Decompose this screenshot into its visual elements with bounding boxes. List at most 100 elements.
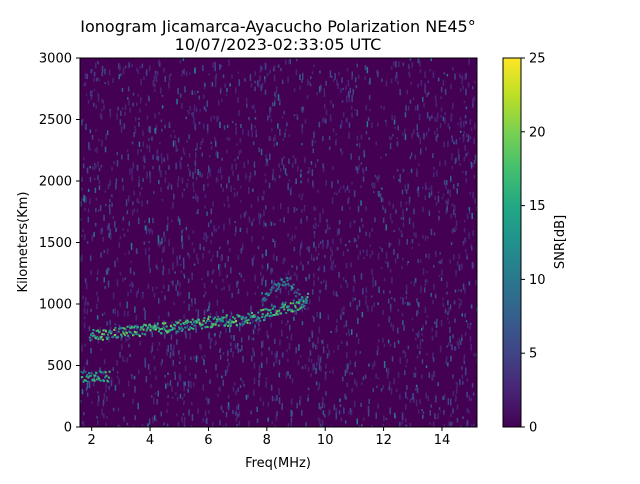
- noise-cell: [84, 125, 87, 128]
- noise-cell: [230, 185, 232, 192]
- noise-cell: [345, 332, 348, 336]
- noise-cell: [425, 392, 427, 399]
- noise-cell: [122, 393, 125, 397]
- trace-point: [117, 330, 120, 333]
- noise-cell: [355, 166, 357, 171]
- noise-cell: [332, 238, 334, 245]
- noise-cell: [188, 304, 190, 311]
- noise-cell: [404, 112, 407, 118]
- noise-cell: [435, 330, 437, 338]
- trace-point: [216, 320, 219, 323]
- noise-cell: [241, 337, 243, 343]
- noise-cell: [308, 246, 310, 253]
- noise-cell: [137, 288, 139, 294]
- noise-cell: [177, 280, 179, 286]
- noise-cell: [120, 73, 122, 77]
- noise-cell: [307, 387, 310, 391]
- trace-point: [85, 375, 88, 378]
- noise-cell: [158, 59, 160, 65]
- noise-cell: [351, 71, 353, 79]
- trace-point: [110, 332, 113, 335]
- noise-cell: [362, 288, 364, 295]
- noise-cell: [206, 147, 208, 152]
- noise-cell: [127, 338, 129, 341]
- trace-point: [101, 371, 104, 374]
- trace-point: [261, 315, 264, 318]
- noise-cell: [236, 66, 238, 72]
- trace-point: [306, 296, 309, 299]
- trace-point: [81, 376, 84, 379]
- noise-cell: [469, 336, 472, 342]
- trace-point: [215, 318, 218, 321]
- noise-cell: [464, 220, 466, 223]
- noise-cell: [372, 388, 374, 393]
- noise-cell: [471, 246, 473, 251]
- noise-cell: [358, 74, 360, 79]
- noise-cell: [402, 216, 405, 221]
- noise-cell: [157, 390, 159, 397]
- trace-point: [294, 290, 297, 293]
- noise-cell: [393, 248, 395, 255]
- noise-cell: [439, 252, 441, 255]
- noise-cell: [241, 344, 243, 351]
- noise-cell: [356, 63, 358, 68]
- noise-cell: [83, 366, 85, 371]
- noise-cell: [324, 254, 326, 259]
- noise-cell: [207, 222, 210, 227]
- noise-cell: [372, 276, 374, 283]
- noise-cell: [174, 371, 176, 375]
- trace-point: [164, 322, 167, 325]
- noise-cell: [442, 302, 445, 308]
- trace-point: [181, 328, 184, 331]
- noise-cell: [368, 80, 370, 85]
- noise-cell: [183, 273, 185, 276]
- noise-cell: [335, 408, 337, 414]
- noise-cell: [164, 295, 166, 301]
- noise-cell: [221, 157, 223, 161]
- noise-cell: [215, 363, 217, 371]
- trace-point: [92, 329, 95, 331]
- noise-cell: [450, 116, 452, 123]
- noise-cell: [111, 194, 113, 198]
- noise-cell: [269, 136, 272, 141]
- noise-cell: [361, 382, 363, 385]
- trace-point: [191, 323, 194, 326]
- noise-cell: [344, 244, 347, 247]
- noise-cell: [176, 255, 178, 263]
- trace-point: [221, 318, 224, 321]
- noise-cell: [130, 242, 133, 250]
- noise-cell: [102, 399, 105, 405]
- noise-cell: [89, 176, 92, 183]
- noise-cell: [181, 74, 183, 77]
- noise-cell: [267, 417, 269, 422]
- noise-cell: [369, 108, 371, 111]
- trace-point: [289, 308, 291, 311]
- noise-cell: [459, 162, 461, 166]
- noise-cell: [435, 417, 437, 420]
- x-tick-label: 6: [204, 433, 212, 448]
- noise-cell: [161, 157, 163, 165]
- noise-cell: [192, 171, 194, 179]
- trace-point: [183, 322, 186, 325]
- noise-cell: [464, 370, 467, 376]
- trace-point: [282, 304, 285, 307]
- noise-cell: [354, 297, 356, 301]
- noise-cell: [377, 377, 380, 380]
- noise-cell: [332, 166, 334, 170]
- noise-cell: [137, 70, 139, 74]
- trace-point: [82, 380, 85, 383]
- noise-cell: [167, 185, 169, 190]
- noise-cell: [104, 68, 106, 75]
- noise-cell: [279, 128, 281, 136]
- trace-point: [88, 336, 91, 339]
- noise-cell: [162, 270, 164, 276]
- noise-cell: [367, 409, 370, 417]
- noise-cell: [133, 375, 136, 380]
- noise-cell: [409, 156, 411, 160]
- trace-point: [292, 283, 295, 286]
- noise-cell: [330, 75, 333, 78]
- noise-cell: [392, 61, 395, 67]
- trace-point: [235, 320, 238, 322]
- noise-cell: [179, 263, 182, 267]
- noise-cell: [457, 289, 460, 292]
